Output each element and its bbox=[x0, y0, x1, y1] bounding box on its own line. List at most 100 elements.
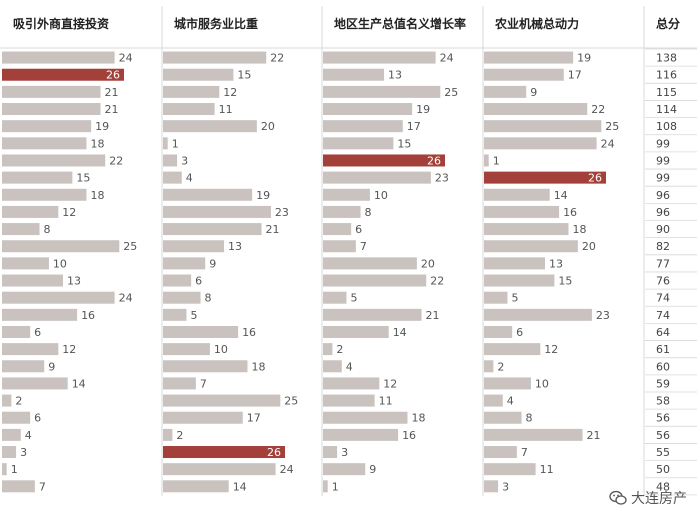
bar bbox=[2, 205, 59, 218]
bar bbox=[163, 291, 201, 304]
bar-value-label: 20 bbox=[421, 257, 435, 270]
bar bbox=[163, 51, 267, 64]
bar-value-label: 10 bbox=[374, 189, 388, 202]
bar-value-label: 4 bbox=[25, 429, 32, 442]
bar-value-label: 21 bbox=[587, 429, 601, 442]
bar-value-label: 21 bbox=[266, 223, 280, 236]
bar bbox=[163, 325, 239, 338]
bar-value-label: 11 bbox=[540, 463, 554, 476]
bar-value-label: 12 bbox=[62, 206, 76, 219]
total-value: 114 bbox=[656, 103, 677, 116]
bar-value-label: 12 bbox=[223, 86, 237, 99]
bar bbox=[163, 223, 262, 236]
bar-value-label: 5 bbox=[511, 292, 518, 305]
bar bbox=[323, 325, 389, 338]
bar bbox=[323, 188, 370, 201]
total-value: 96 bbox=[656, 189, 670, 202]
bar-value-label: 22 bbox=[109, 154, 123, 167]
bar-value-label: 10 bbox=[53, 257, 67, 270]
bar bbox=[163, 308, 187, 321]
bar-value-label: 26 bbox=[106, 69, 120, 82]
bar-value-label: 7 bbox=[39, 480, 46, 493]
wechat-icon bbox=[609, 490, 627, 505]
bar-value-label: 1 bbox=[172, 137, 179, 150]
bar-value-label: 13 bbox=[549, 257, 563, 270]
bar-value-label: 7 bbox=[521, 446, 528, 459]
bar-value-label: 25 bbox=[444, 86, 458, 99]
total-value: 61 bbox=[656, 343, 670, 356]
total-value: 82 bbox=[656, 240, 670, 253]
bar bbox=[2, 463, 7, 476]
bar bbox=[163, 377, 196, 390]
bar-value-label: 10 bbox=[214, 343, 228, 356]
bar bbox=[484, 171, 606, 184]
bar bbox=[323, 343, 333, 356]
bar bbox=[484, 240, 578, 253]
bar bbox=[2, 171, 73, 184]
bar-value-label: 1 bbox=[332, 480, 339, 493]
bar bbox=[2, 325, 31, 338]
bar-value-label: 26 bbox=[267, 446, 281, 459]
bar-value-label: 18 bbox=[411, 412, 425, 425]
bar bbox=[484, 85, 527, 98]
bar bbox=[163, 240, 224, 253]
bar bbox=[484, 394, 503, 407]
total-value: 64 bbox=[656, 326, 670, 339]
bar-value-label: 6 bbox=[355, 223, 362, 236]
total-value: 74 bbox=[656, 292, 670, 305]
bar-value-label: 4 bbox=[186, 172, 193, 185]
bar-value-label: 18 bbox=[90, 189, 104, 202]
bar-value-label: 23 bbox=[596, 309, 610, 322]
total-value: 56 bbox=[656, 429, 670, 442]
bar-value-label: 5 bbox=[350, 292, 357, 305]
bar bbox=[323, 205, 361, 218]
total-value: 138 bbox=[656, 52, 677, 65]
bar bbox=[484, 377, 531, 390]
bar-value-label: 9 bbox=[209, 257, 216, 270]
bar-value-label: 3 bbox=[181, 154, 188, 167]
bar bbox=[484, 325, 513, 338]
bar-value-label: 21 bbox=[105, 103, 119, 116]
column-header: 地区生产总值名义增长率 bbox=[334, 16, 466, 31]
bar bbox=[323, 85, 441, 98]
bar-value-label: 24 bbox=[119, 292, 133, 305]
bar bbox=[484, 68, 564, 81]
bar-value-label: 19 bbox=[95, 120, 109, 133]
bar-value-label: 16 bbox=[402, 429, 416, 442]
bar bbox=[2, 240, 120, 253]
bar bbox=[2, 68, 124, 81]
total-value: 56 bbox=[656, 412, 670, 425]
bar bbox=[163, 68, 234, 81]
bar-value-label: 24 bbox=[119, 52, 133, 65]
bar bbox=[323, 411, 408, 424]
bar-value-label: 4 bbox=[507, 395, 514, 408]
bar bbox=[163, 171, 182, 184]
bar bbox=[2, 446, 17, 459]
bar-value-label: 15 bbox=[237, 69, 251, 82]
bar bbox=[323, 480, 328, 493]
bar bbox=[323, 257, 417, 270]
total-value: 60 bbox=[656, 360, 670, 373]
bar bbox=[2, 308, 78, 321]
bar bbox=[2, 120, 92, 133]
bar-value-label: 14 bbox=[233, 480, 247, 493]
bar-value-label: 4 bbox=[346, 360, 353, 373]
total-value: 48 bbox=[656, 480, 670, 493]
bar bbox=[163, 103, 215, 116]
bar-value-label: 19 bbox=[256, 189, 270, 202]
bar bbox=[323, 394, 375, 407]
bar-value-label: 23 bbox=[435, 172, 449, 185]
bar-value-label: 22 bbox=[430, 275, 444, 288]
bar bbox=[163, 120, 257, 133]
bar bbox=[2, 103, 101, 116]
bar bbox=[484, 480, 499, 493]
bar bbox=[323, 377, 380, 390]
bar-value-label: 3 bbox=[341, 446, 348, 459]
bar-value-label: 2 bbox=[176, 429, 183, 442]
bar-value-label: 1 bbox=[11, 463, 18, 476]
total-value: 99 bbox=[656, 154, 670, 167]
bar bbox=[484, 274, 555, 287]
bar bbox=[2, 480, 35, 493]
